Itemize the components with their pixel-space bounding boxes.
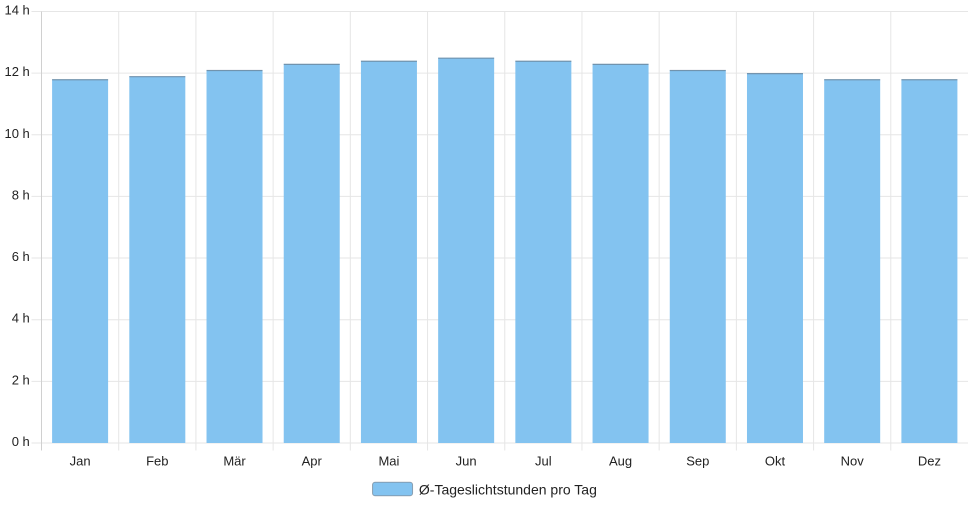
svg-text:Ø-Tageslichtstunden pro Tag: Ø-Tageslichtstunden pro Tag: [419, 482, 597, 498]
svg-text:Okt: Okt: [765, 454, 786, 469]
svg-text:Jan: Jan: [70, 454, 91, 469]
svg-text:Mai: Mai: [378, 454, 399, 469]
svg-text:Jul: Jul: [535, 454, 552, 469]
svg-text:12 h: 12 h: [4, 64, 29, 79]
svg-text:Apr: Apr: [302, 454, 323, 469]
svg-text:4 h: 4 h: [12, 311, 30, 326]
svg-text:Feb: Feb: [146, 454, 168, 469]
svg-text:10 h: 10 h: [4, 126, 29, 141]
svg-text:Jun: Jun: [456, 454, 477, 469]
svg-text:2 h: 2 h: [12, 372, 30, 387]
svg-text:6 h: 6 h: [12, 249, 30, 264]
svg-text:8 h: 8 h: [12, 187, 30, 202]
svg-text:Mär: Mär: [223, 454, 246, 469]
svg-text:Nov: Nov: [841, 454, 865, 469]
svg-text:Sep: Sep: [686, 454, 709, 469]
svg-text:0 h: 0 h: [12, 434, 30, 449]
svg-text:Aug: Aug: [609, 454, 632, 469]
svg-text:Dez: Dez: [918, 454, 941, 469]
svg-text:14 h: 14 h: [4, 2, 29, 17]
